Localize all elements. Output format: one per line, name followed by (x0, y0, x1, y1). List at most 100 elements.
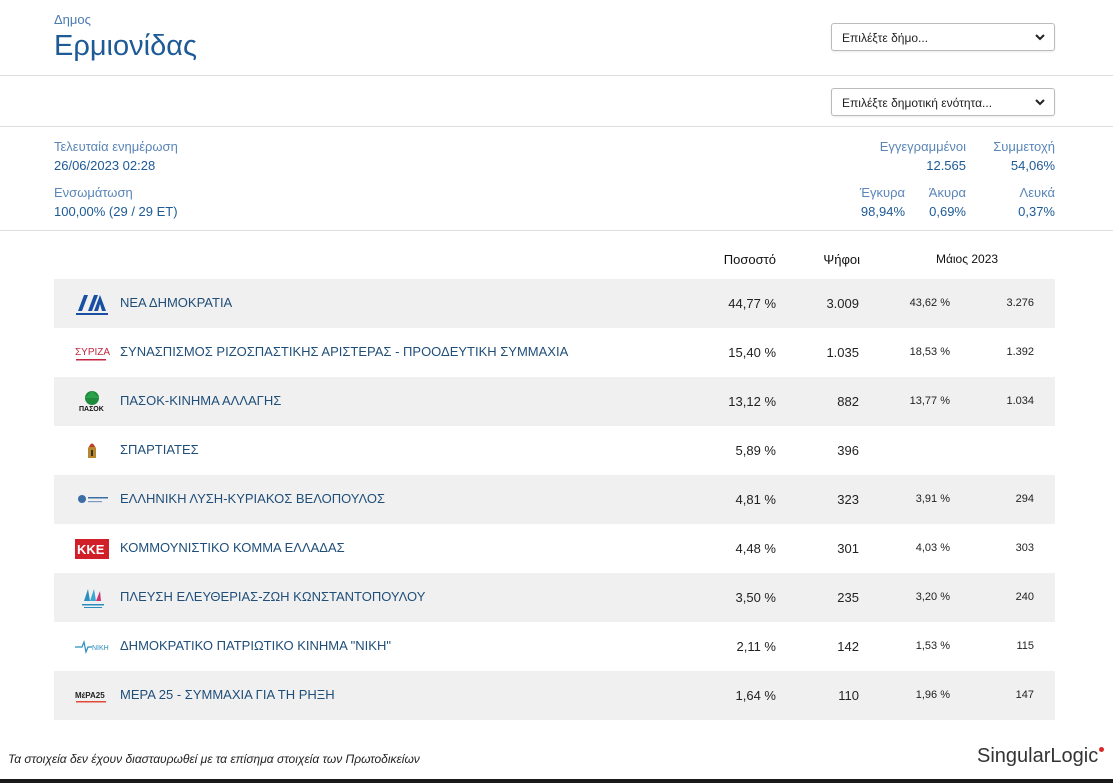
page-subtitle: Δημος (54, 12, 91, 27)
party-prev-percentage: 3,20 % (915, 591, 950, 603)
kke-logo-icon: ΚΚΕ (74, 536, 110, 562)
table-row[interactable]: ΠΑΣΟΚ ΠΑΣΟΚ-ΚΙΝΗΜΑ ΑΛΛΑΓΗΣ 13,12 % 882 13,77… (54, 377, 1055, 426)
party-percentage: 13,12 % (728, 394, 776, 409)
party-name[interactable]: ΠΑΣΟΚ-ΚΙΝΗΜΑ ΑΛΛΑΓΗΣ (120, 393, 282, 408)
table-row[interactable]: ΝΕΑ ΔΗΜΟΚΡΑΤΙΑ 44,77 % 3.009 43,62 % 3.276 (54, 279, 1055, 328)
svg-text:ΚΚΕ: ΚΚΕ (77, 542, 105, 557)
bottom-bar (0, 779, 1113, 783)
valid-value: 98,94% (860, 204, 905, 219)
party-percentage: 4,81 % (735, 492, 776, 507)
svg-text:ΝΙΚΗ: ΝΙΚΗ (92, 645, 109, 652)
party-name[interactable]: ΚΟΜΜΟΥΝΙΣΤΙΚΟ ΚΟΜΜΑ ΕΛΛΑΔΑΣ (120, 540, 345, 555)
singular-logic-logo: SingularLogic (977, 745, 1105, 768)
municipality-select[interactable]: Επιλέξτε δήμο... (831, 23, 1055, 51)
integration-label: Ενσωμάτωση (54, 185, 133, 200)
brand-dot-icon (1099, 747, 1105, 752)
party-percentage: 15,40 % (728, 345, 776, 360)
page-title: Ερμιονίδας (54, 30, 197, 62)
table-row[interactable]: ΠΛΕΥΣΗ ΕΛΕΥΘΕΡΙΑΣ-ΖΩΗ ΚΩΝΣΤΑΝΤΟΠΟΥΛΟΥ 3,5… (54, 573, 1055, 622)
party-votes: 396 (837, 443, 859, 458)
party-prev-votes: 1.392 (1006, 346, 1034, 358)
column-header-votes: Ψήφοι (823, 252, 860, 267)
table-row[interactable]: ΜέΡΑ25 ΜΕΡΑ 25 - ΣΥΜΜΑΧΙΑ ΓΙΑ ΤΗ ΡΗΞΗ 1,64… (54, 671, 1055, 720)
scroll-fade (54, 720, 1055, 740)
table-row[interactable]: ΕΛΛΗΝΙΚΗ ΛΥΣΗ-ΚΥΡΙΑΚΟΣ ΒΕΛΟΠΟΥΛΟΣ 4,81 % 3… (54, 475, 1055, 524)
svg-text:ΠΑΣΟΚ: ΠΑΣΟΚ (79, 406, 104, 413)
party-percentage: 4,48 % (735, 541, 776, 556)
party-votes: 110 (838, 688, 859, 703)
party-percentage: 1,64 % (735, 688, 776, 703)
mera25-logo-icon: ΜέΡΑ25 (74, 683, 110, 709)
registered-label: Εγγεγραμμένοι (879, 139, 966, 154)
chevron-down-icon (1035, 34, 1045, 41)
party-name[interactable]: ΔΗΜΟΚΡΑΤΙΚΟ ΠΑΤΡΙΩΤΙΚΟ ΚΙΝΗΜΑ "ΝΙΚΗ" (120, 638, 391, 653)
municipal-unit-select[interactable]: Επιλέξτε δημοτική ενότητα... (831, 88, 1055, 116)
party-prev-percentage: 1,53 % (915, 640, 950, 652)
party-prev-percentage: 1,96 % (915, 689, 950, 701)
party-name[interactable]: ΣΠΑΡΤΙΑΤΕΣ (120, 442, 199, 457)
spartiates-logo-icon (74, 438, 110, 464)
page-header: Δημος Ερμιονίδας Επιλέξτε δήμο... (0, 0, 1113, 76)
results-table: ΝΕΑ ΔΗΜΟΚΡΑΤΙΑ 44,77 % 3.009 43,62 % 3.276 ΣΥ… (54, 279, 1055, 720)
party-name[interactable]: ΜΕΡΑ 25 - ΣΥΜΜΑΧΙΑ ΓΙΑ ΤΗ ΡΗΞΗ (120, 687, 335, 702)
party-votes: 323 (837, 492, 859, 507)
svg-text:ΜέΡΑ25: ΜέΡΑ25 (75, 691, 105, 700)
table-row[interactable]: ΣΠΑΡΤΙΑΤΕΣ 5,89 % 396 (54, 426, 1055, 475)
plefsi-logo-icon (74, 585, 110, 611)
party-prev-percentage: 18,53 % (909, 346, 950, 358)
last-update-label: Τελευταία ενημέρωση (54, 139, 178, 154)
syriza-logo-icon: ΣΥΡΙΖΑ (74, 340, 110, 366)
last-update-value: 26/06/2023 02:28 (54, 158, 156, 173)
party-percentage: 5,89 % (735, 443, 776, 458)
party-prev-votes: 1.034 (1006, 395, 1034, 407)
municipality-select-value: Επιλέξτε δήμο... (842, 31, 929, 45)
party-votes: 142 (837, 639, 859, 654)
elliniki-lysi-logo-icon (74, 487, 110, 513)
table-row[interactable]: ΝΙΚΗ ΔΗΜΟΚΡΑΤΙΚΟ ΠΑΤΡΙΩΤΙΚΟ ΚΙΝΗΜΑ "ΝΙΚΗ"… (54, 622, 1055, 671)
party-votes: 1.035 (826, 345, 859, 360)
svg-text:ΣΥΡΙΖΑ: ΣΥΡΙΖΑ (75, 347, 110, 358)
registered-value: 12.565 (926, 158, 966, 173)
niki-logo-icon: ΝΙΚΗ (74, 634, 110, 660)
brand-text-b: Logic (1050, 745, 1099, 767)
integration-value: 100,00% (29 / 29 ΕΤ) (54, 204, 178, 219)
party-prev-votes: 3.276 (1006, 297, 1034, 309)
party-prev-percentage: 3,91 % (915, 493, 950, 505)
party-name[interactable]: ΠΛΕΥΣΗ ΕΛΕΥΘΕΡΙΑΣ-ΖΩΗ ΚΩΝΣΤΑΝΤΟΠΟΥΛΟΥ (120, 589, 426, 604)
valid-label: Έγκυρα (859, 185, 905, 200)
table-row[interactable]: ΣΥΡΙΖΑ ΣΥΝΑΣΠΙΣΜΟΣ ΡΙΖΟΣΠΑΣΤΙΚΗΣ ΑΡΙΣΤΕΡΑ… (54, 328, 1055, 377)
party-name[interactable]: ΝΕΑ ΔΗΜΟΚΡΑΤΙΑ (120, 295, 233, 310)
party-prev-votes: 147 (1015, 689, 1034, 701)
party-prev-percentage: 4,03 % (915, 542, 950, 554)
invalid-value: 0,69% (929, 204, 966, 219)
blank-label: Λευκά (1019, 185, 1055, 200)
municipal-unit-select-value: Επιλέξτε δημοτική ενότητα... (842, 96, 993, 110)
column-header-percentage: Ποσοστό (723, 252, 776, 267)
chevron-down-icon (1035, 99, 1045, 106)
unit-filter-bar (0, 76, 1113, 127)
stats-panel: Τελευταία ενημέρωση 26/06/2023 02:28 Ενσ… (0, 127, 1113, 231)
party-prev-percentage: 13,77 % (909, 395, 950, 407)
blank-value: 0,37% (1018, 204, 1055, 219)
party-prev-votes: 240 (1015, 591, 1034, 603)
brand-text-a: Singular (977, 745, 1051, 767)
party-votes: 235 (837, 590, 859, 605)
party-votes: 882 (837, 394, 859, 409)
turnout-label: Συμμετοχή (993, 139, 1055, 154)
party-prev-percentage: 43,62 % (909, 297, 950, 309)
nd-logo-icon (74, 291, 110, 317)
party-name[interactable]: ΣΥΝΑΣΠΙΣΜΟΣ ΡΙΖΟΣΠΑΣΤΙΚΗΣ ΑΡΙΣΤΕΡΑΣ - ΠΡ… (120, 344, 569, 359)
party-percentage: 44,77 % (728, 296, 776, 311)
party-votes: 301 (837, 541, 859, 556)
turnout-value: 54,06% (1010, 158, 1055, 173)
table-row[interactable]: ΚΚΕ ΚΟΜΜΟΥΝΙΣΤΙΚΟ ΚΟΜΜΑ ΕΛΛΑΔΑΣ 4,48 % 301 4… (54, 524, 1055, 573)
party-prev-votes: 294 (1015, 493, 1034, 505)
party-prev-votes: 303 (1015, 542, 1034, 554)
party-name[interactable]: ΕΛΛΗΝΙΚΗ ΛΥΣΗ-ΚΥΡΙΑΚΟΣ ΒΕΛΟΠΟΥΛΟΣ (120, 491, 386, 506)
pasok-logo-icon: ΠΑΣΟΚ (74, 389, 110, 415)
party-prev-votes: 115 (1016, 640, 1034, 652)
disclaimer-note: Τα στοιχεία δεν έχουν διασταυρωθεί με τα… (8, 752, 420, 766)
invalid-label: Άκυρα (928, 185, 966, 200)
party-votes: 3.009 (826, 296, 859, 311)
party-percentage: 3,50 % (735, 590, 776, 605)
